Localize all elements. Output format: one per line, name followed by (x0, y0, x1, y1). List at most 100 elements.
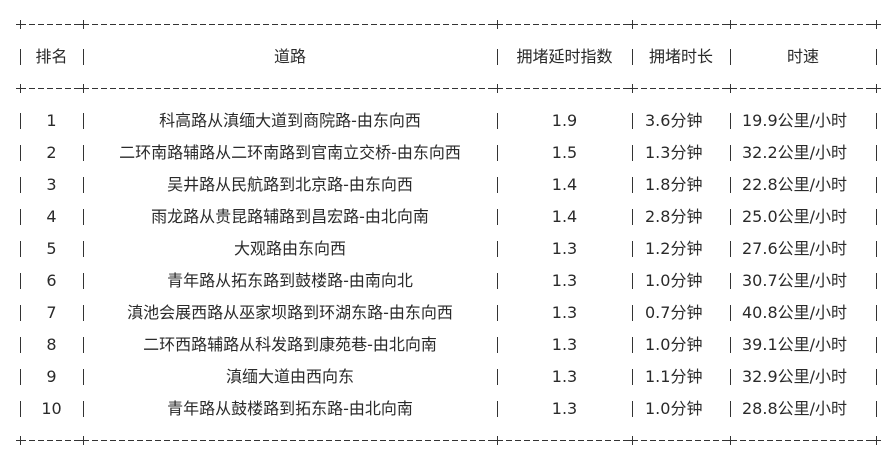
cell-rank: 1 (46, 111, 57, 130)
cell-road: 滇池会展西路从巫家坝路到环湖东路-由东向西 (127, 303, 453, 322)
column-separator (497, 177, 498, 193)
cell-speed: 25.0公里/小时 (742, 207, 848, 226)
cell-delay-index: 1.4 (551, 175, 578, 194)
cell-rank: 7 (46, 303, 57, 322)
column-separator (632, 305, 633, 321)
border-corner (493, 20, 502, 29)
border-corner (872, 20, 881, 29)
column-separator (497, 145, 498, 161)
cell-delay-index: 1.4 (551, 207, 578, 226)
cell-road: 青年路从鼓楼路到拓东路-由北向南 (167, 399, 413, 418)
column-separator (876, 337, 877, 353)
column-separator (730, 145, 731, 161)
header-rank: 排名 (35, 47, 68, 66)
cell-duration: 3.6分钟 (645, 111, 703, 130)
cell-road: 大观路由东向西 (233, 239, 346, 258)
column-separator (876, 209, 877, 225)
cell-duration: 1.0分钟 (645, 335, 703, 354)
cell-road: 吴井路从民航路到北京路-由东向西 (167, 175, 413, 194)
border-corner (16, 436, 25, 445)
cell-delay-index: 1.3 (551, 239, 578, 258)
cell-duration: 1.0分钟 (645, 271, 703, 290)
table-header-row: 排名 道路 拥堵延时指数 拥堵时长 时速 (0, 41, 896, 73)
table-row: 8 二环西路辅路从科发路到康苑巷-由北向南 1.3 1.0分钟 39.1公里/小时 (0, 329, 896, 361)
column-separator (83, 177, 84, 193)
column-separator (876, 177, 877, 193)
border-corner (16, 84, 25, 93)
border-corner (628, 20, 637, 29)
cell-rank: 6 (46, 271, 57, 290)
column-separator (20, 241, 21, 257)
column-separator (83, 209, 84, 225)
border-corner (16, 20, 25, 29)
cell-delay-index: 1.3 (551, 303, 578, 322)
border-corner (628, 436, 637, 445)
cell-delay-index: 1.3 (551, 271, 578, 290)
column-separator (876, 305, 877, 321)
column-separator (497, 369, 498, 385)
column-separator (730, 241, 731, 257)
cell-delay-index: 1.5 (551, 143, 578, 162)
column-separator (20, 145, 21, 161)
column-separator (632, 241, 633, 257)
column-separator (730, 337, 731, 353)
column-separator (632, 49, 633, 65)
header-delay-index: 拥堵延时指数 (516, 47, 613, 66)
column-separator (83, 273, 84, 289)
border-corner (79, 20, 88, 29)
table-row: 1 科高路从滇缅大道到商院路-由东向西 1.9 3.6分钟 19.9公里/小时 (0, 105, 896, 137)
cell-road: 二环南路辅路从二环南路到官南立交桥-由东向西 (119, 143, 461, 162)
cell-rank: 4 (46, 207, 57, 226)
column-separator (632, 369, 633, 385)
cell-speed: 28.8公里/小时 (742, 399, 848, 418)
column-separator (876, 241, 877, 257)
cell-rank: 2 (46, 143, 57, 162)
border-corner (872, 84, 881, 93)
column-separator (20, 401, 21, 417)
column-separator (497, 241, 498, 257)
border-corner (726, 84, 735, 93)
cell-duration: 1.1分钟 (645, 367, 703, 386)
column-separator (497, 337, 498, 353)
border-corner (726, 20, 735, 29)
cell-rank: 10 (41, 399, 62, 418)
cell-duration: 1.2分钟 (645, 239, 703, 258)
column-separator (632, 401, 633, 417)
cell-road: 科高路从滇缅大道到商院路-由东向西 (159, 111, 421, 130)
column-separator (632, 113, 633, 129)
table-row: 4 雨龙路从贵昆路辅路到昌宏路-由北向南 1.4 2.8分钟 25.0公里/小时 (0, 201, 896, 233)
column-separator (876, 273, 877, 289)
column-separator (83, 401, 84, 417)
border-corner (493, 84, 502, 93)
cell-duration: 1.8分钟 (645, 175, 703, 194)
column-separator (83, 337, 84, 353)
column-separator (876, 113, 877, 129)
column-separator (20, 113, 21, 129)
column-separator (83, 49, 84, 65)
column-separator (497, 401, 498, 417)
column-separator (730, 49, 731, 65)
border-corner (872, 436, 881, 445)
column-separator (83, 305, 84, 321)
border-line (20, 24, 877, 25)
table-row: 10 青年路从鼓楼路到拓东路-由北向南 1.3 1.0分钟 28.8公里/小时 (0, 393, 896, 425)
cell-duration: 1.3分钟 (645, 143, 703, 162)
header-road: 道路 (273, 47, 306, 66)
column-separator (730, 177, 731, 193)
header-duration: 拥堵时长 (648, 47, 713, 66)
border-line (20, 88, 877, 89)
table-row: 7 滇池会展西路从巫家坝路到环湖东路-由东向西 1.3 0.7分钟 40.8公里/小时 (0, 297, 896, 329)
column-separator (876, 49, 877, 65)
column-separator (20, 369, 21, 385)
column-separator (20, 305, 21, 321)
column-separator (730, 305, 731, 321)
column-separator (497, 49, 498, 65)
cell-speed: 19.9公里/小时 (742, 111, 848, 130)
column-separator (876, 401, 877, 417)
column-separator (876, 369, 877, 385)
column-separator (876, 145, 877, 161)
cell-speed: 27.6公里/小时 (742, 239, 848, 258)
cell-delay-index: 1.3 (551, 367, 578, 386)
table-row: 5 大观路由东向西 1.3 1.2分钟 27.6公里/小时 (0, 233, 896, 265)
column-separator (632, 145, 633, 161)
